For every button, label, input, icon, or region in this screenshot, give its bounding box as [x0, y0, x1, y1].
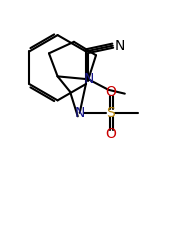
- Text: N: N: [115, 39, 125, 53]
- Text: O: O: [105, 85, 116, 99]
- Text: N: N: [74, 106, 85, 120]
- Text: N: N: [83, 72, 94, 86]
- Text: S: S: [106, 106, 115, 120]
- Text: O: O: [105, 127, 116, 141]
